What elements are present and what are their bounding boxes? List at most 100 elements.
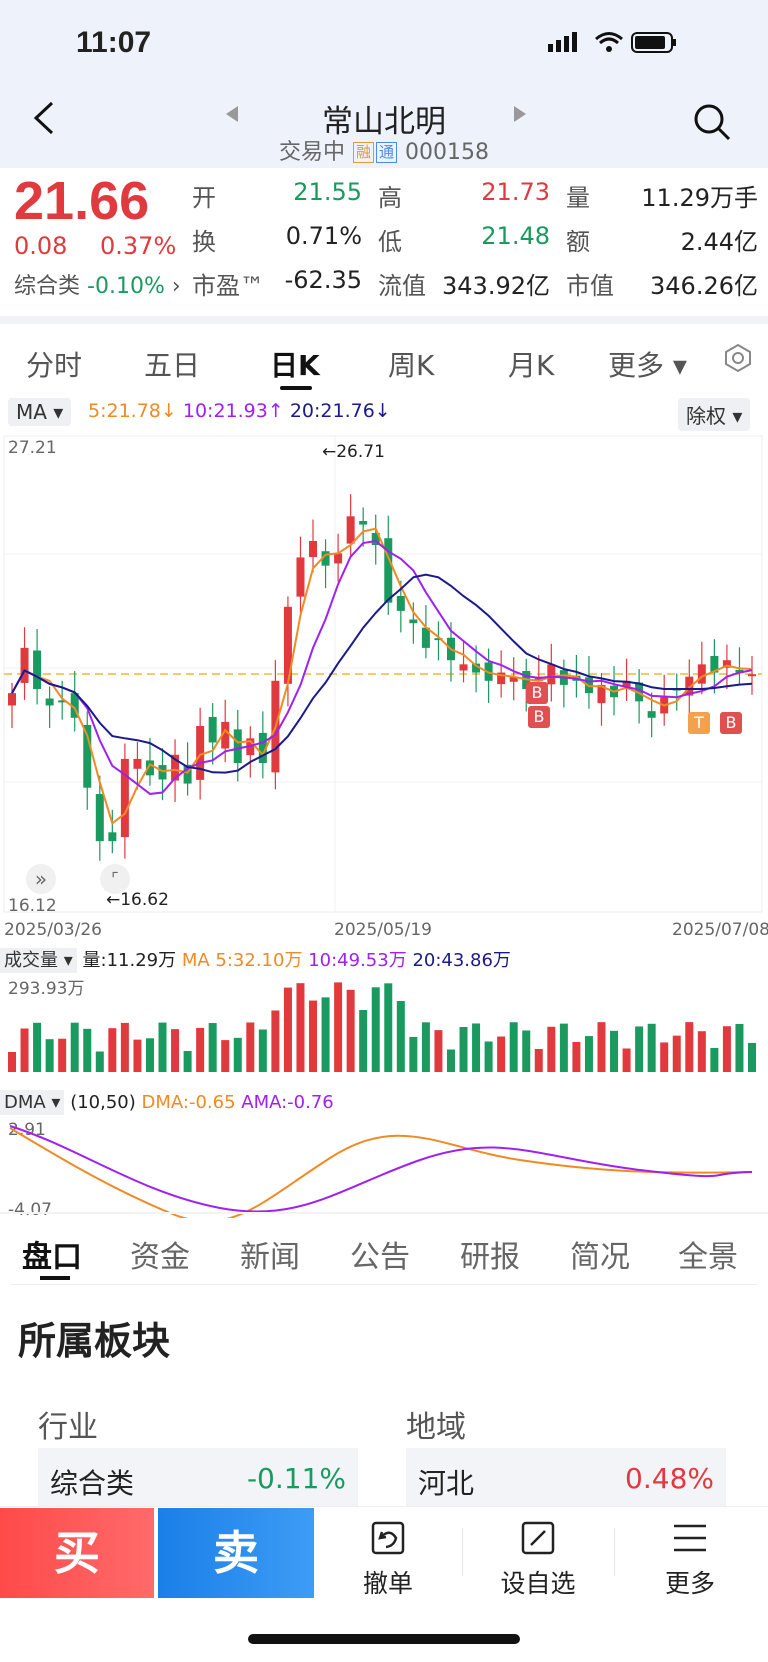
volume-bar <box>258 1029 267 1072</box>
fullscreen-icon[interactable]: ⌜ <box>100 864 130 894</box>
add-watchlist-button[interactable]: 设自选 <box>478 1520 598 1600</box>
volume-bar <box>196 1027 205 1072</box>
volume-bar <box>371 987 380 1072</box>
tab-more[interactable]: 更多 ▾ <box>608 349 687 382</box>
candle-body <box>158 765 167 780</box>
candle-body <box>120 758 129 838</box>
label-float-cap: 流值 <box>378 272 426 300</box>
price-change-pct: 0.37% <box>100 232 177 260</box>
volume-bar <box>610 1030 619 1072</box>
dma-selector[interactable]: DMA ▾ <box>0 1090 65 1115</box>
candle-body <box>459 664 468 671</box>
tab-five-day[interactable]: 五日 <box>144 349 201 382</box>
volume-bar <box>396 1001 405 1072</box>
tab-monthly-k[interactable]: 月K <box>508 349 555 382</box>
ma-selector[interactable]: MA ▾ <box>8 398 72 426</box>
volume-bar <box>635 1026 644 1072</box>
trading-state: 交易中 <box>278 140 345 165</box>
cancel-order-button[interactable]: 撤单 <box>328 1520 448 1600</box>
candle-body <box>434 638 443 641</box>
volume-header: 成交量 ▾ 量:11.29万 MA 5:32.10万 10:49.53万 20:… <box>0 946 768 973</box>
tab-intraday[interactable]: 分时 <box>26 349 83 382</box>
buy-button[interactable]: 买 <box>0 1508 154 1598</box>
volume-bar <box>271 1010 280 1072</box>
prev-stock-icon[interactable] <box>226 106 240 122</box>
marker-b[interactable]: B <box>528 706 550 728</box>
more-label: 更多 <box>664 1569 715 1598</box>
chart-tabs: 分时 五日 日K 周K 月K 更多 ▾ <box>0 316 768 396</box>
value-volume: 11.29万手 <box>641 184 758 212</box>
volume-bar <box>133 1039 142 1072</box>
volume-bar <box>8 1052 16 1072</box>
tab-daily-k[interactable]: 日K <box>270 349 320 382</box>
sell-button[interactable]: 卖 <box>158 1508 314 1598</box>
candle-body <box>710 655 719 673</box>
section-title: 所属板块 <box>18 1319 171 1363</box>
candle-body <box>83 724 92 788</box>
more-button[interactable]: 更多 <box>630 1520 750 1600</box>
candle-body <box>722 660 731 668</box>
ma20-value: 20:21.76↓ <box>289 400 391 422</box>
volume-bar <box>95 1051 104 1072</box>
tag-tong: 通 <box>376 142 398 163</box>
value-open: 21.55 <box>293 178 362 206</box>
tab-news[interactable]: 新闻 <box>240 1240 300 1275</box>
ma-values: 5:21.78↓ 10:21.93↑ 20:21.76↓ <box>88 400 391 422</box>
volume-bar <box>597 1022 606 1072</box>
sector-change[interactable]: 综合类 -0.10% › <box>14 274 181 299</box>
marker-b[interactable]: B <box>526 682 548 704</box>
candle-body <box>8 693 16 706</box>
candlestick-chart[interactable] <box>0 432 768 942</box>
value-high: 21.73 <box>481 178 550 206</box>
adjust-selector[interactable]: 除权 ▾ <box>678 398 751 431</box>
industry-card[interactable]: 综合类 -0.11% <box>38 1448 358 1508</box>
candle-body <box>33 650 42 690</box>
search-icon[interactable] <box>692 102 732 142</box>
candle-body <box>597 684 606 704</box>
candle-body <box>58 700 67 703</box>
marker-t[interactable]: T <box>688 712 710 734</box>
candle-body <box>171 754 180 781</box>
dma-chart[interactable] <box>0 1118 768 1218</box>
candle-body <box>396 595 405 611</box>
tab-weekly-k[interactable]: 周K <box>388 349 435 382</box>
settings-icon[interactable] <box>722 342 754 374</box>
candle-body <box>421 627 430 648</box>
candle-body <box>509 676 518 682</box>
marker-b[interactable]: B <box>720 712 742 734</box>
candle-body <box>735 669 744 673</box>
value-amount: 2.44亿 <box>680 228 758 256</box>
volume-bar <box>283 987 292 1072</box>
label-market-cap: 市值 <box>566 272 614 300</box>
region-card[interactable]: 河北 0.48% <box>406 1448 726 1508</box>
volume-bar <box>446 1049 455 1072</box>
tab-research[interactable]: 研报 <box>460 1240 520 1275</box>
volume-bar <box>33 1022 42 1072</box>
tab-profile[interactable]: 简况 <box>570 1240 630 1275</box>
tab-overview[interactable]: 全景 <box>678 1240 738 1275</box>
tab-funds[interactable]: 资金 <box>130 1240 190 1275</box>
date-end: 2025/07/08 <box>672 920 768 940</box>
candle-body <box>622 680 631 687</box>
candle-body <box>95 794 104 842</box>
volume-bar <box>359 1009 368 1072</box>
tab-announcements[interactable]: 公告 <box>350 1240 410 1275</box>
volume-selector[interactable]: 成交量 ▾ <box>0 948 77 973</box>
expand-icon[interactable]: » <box>26 864 56 894</box>
info-tabs: 盘口 资金 新闻 公告 研报 简况 全景 <box>0 1218 768 1290</box>
tab-pankou[interactable]: 盘口 <box>22 1240 82 1275</box>
next-stock-icon[interactable] <box>514 106 528 122</box>
add-watchlist-label: 设自选 <box>500 1569 576 1598</box>
volume-bar <box>559 1023 568 1072</box>
volume-bar <box>421 1022 430 1072</box>
label-low: 低 <box>378 228 402 256</box>
menu-icon <box>674 1524 706 1552</box>
volume-bar <box>346 989 355 1072</box>
back-icon[interactable] <box>30 100 60 136</box>
candle-body <box>748 674 756 677</box>
volume-bar <box>572 1041 581 1072</box>
candle-body <box>296 557 305 597</box>
volume-chart[interactable] <box>0 970 768 1082</box>
dma-params: (10,50) <box>70 1092 136 1113</box>
vol-ma20: 20:43.86万 <box>412 950 511 971</box>
